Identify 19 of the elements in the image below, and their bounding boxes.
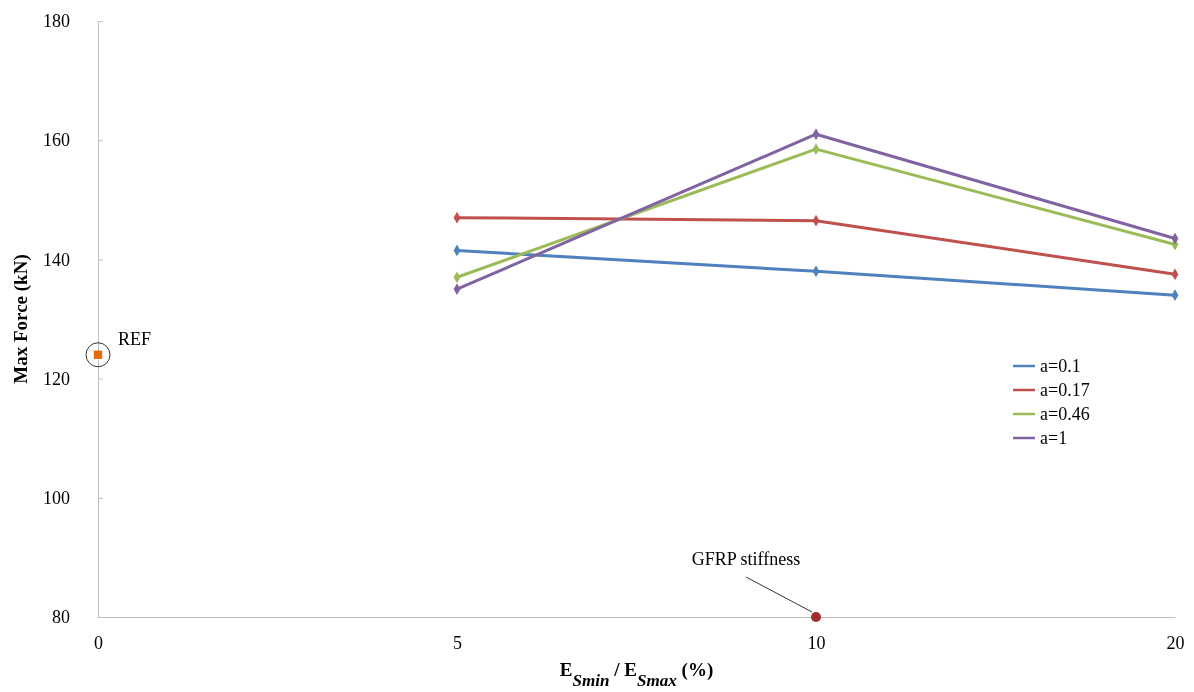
x-tick-label: 20 <box>1166 632 1185 653</box>
y-tick-label: 140 <box>43 249 70 270</box>
legend-label: a=1 <box>1040 428 1068 448</box>
x-tick-label: 0 <box>94 632 103 653</box>
x-tick-label: 5 <box>453 632 462 653</box>
x-axis-title: E$_{Smin}$ / E$_{Smax}$ (%) <box>559 659 714 690</box>
y-tick-label: 160 <box>43 130 70 151</box>
legend-label: a=0.1 <box>1040 356 1081 376</box>
y-axis-title: Max Force (kN) <box>10 254 32 384</box>
y-tick-label: 100 <box>43 488 70 509</box>
legend-label: a=0.17 <box>1040 380 1090 400</box>
annotation: GFRP stiffness <box>691 549 801 569</box>
y-tick-label: 80 <box>52 607 70 628</box>
annotation: REF <box>118 328 152 349</box>
y-tick-label: 180 <box>43 11 70 32</box>
x-tick-label: 10 <box>807 632 826 653</box>
point <box>810 611 822 623</box>
legend-label: a=0.46 <box>1040 404 1090 424</box>
y-tick-label: 120 <box>43 368 70 389</box>
